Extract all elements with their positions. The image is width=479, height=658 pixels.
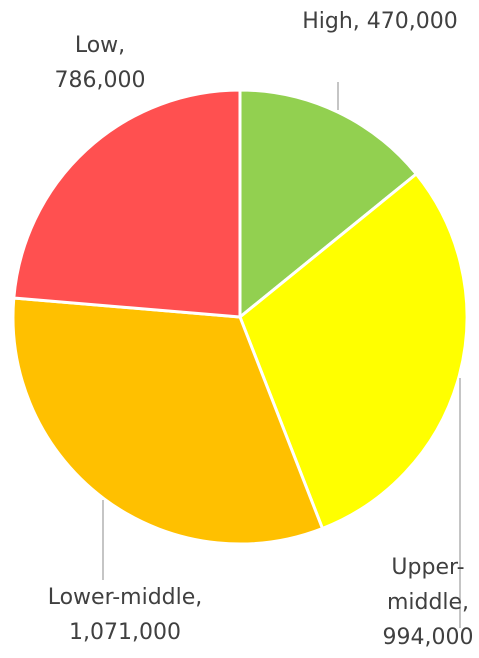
- pie-slice: [238, 172, 469, 530]
- pie-slice: [238, 88, 418, 319]
- pie-slice: [11, 296, 324, 546]
- data-label: Upper-middle, 994,000: [383, 555, 474, 650]
- data-label: Low, 786,000: [55, 33, 146, 93]
- data-label: High, 470,000: [302, 9, 458, 34]
- pie: [11, 88, 469, 546]
- pie-slice: [12, 88, 242, 319]
- data-label: Lower-middle, 1,071,000: [48, 585, 203, 645]
